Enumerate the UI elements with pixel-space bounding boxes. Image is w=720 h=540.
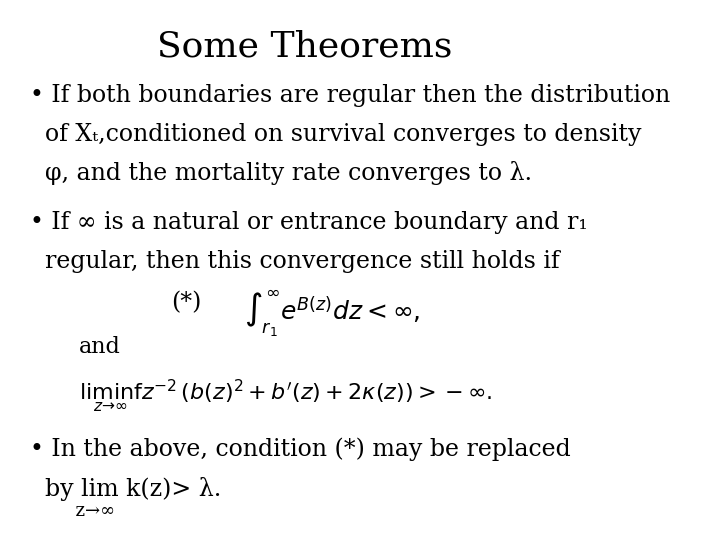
Text: • If ∞ is a natural or entrance boundary and r₁: • If ∞ is a natural or entrance boundary… bbox=[30, 211, 588, 234]
Text: $\liminf_{z\to\infty} z^{-2}(b(z)^2 + b'(z) + 2\kappa(z)) > -\infty.$: $\liminf_{z\to\infty} z^{-2}(b(z)^2 + b'… bbox=[79, 377, 492, 415]
Text: (*): (*) bbox=[171, 292, 201, 315]
Text: and: and bbox=[79, 336, 121, 358]
Text: of Xₜ,conditioned on survival converges to density: of Xₜ,conditioned on survival converges … bbox=[30, 123, 642, 146]
Text: • In the above, condition (*) may be replaced: • In the above, condition (*) may be rep… bbox=[30, 438, 571, 462]
Text: z→∞: z→∞ bbox=[64, 502, 115, 520]
Text: φ, and the mortality rate converges to λ.: φ, and the mortality rate converges to λ… bbox=[30, 161, 533, 185]
Text: Some Theorems: Some Theorems bbox=[157, 30, 453, 64]
Text: by lim k(z)> λ.: by lim k(z)> λ. bbox=[30, 477, 222, 501]
Text: regular, then this convergence still holds if: regular, then this convergence still hol… bbox=[30, 250, 560, 273]
Text: • If both boundaries are regular then the distribution: • If both boundaries are regular then th… bbox=[30, 84, 671, 107]
Text: $\int_{r_1}^{\infty} e^{B(z)}dz < \infty,$: $\int_{r_1}^{\infty} e^{B(z)}dz < \infty… bbox=[244, 289, 420, 339]
